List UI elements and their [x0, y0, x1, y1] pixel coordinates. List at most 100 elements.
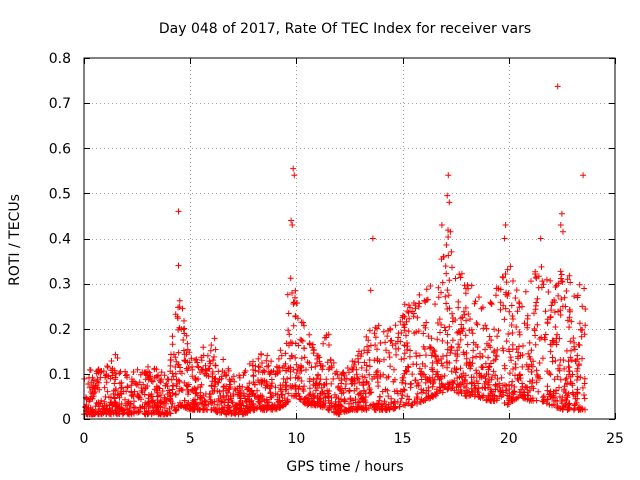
data-point — [514, 353, 521, 360]
data-point — [445, 234, 452, 240]
data-point — [469, 330, 476, 337]
data-point — [272, 371, 279, 378]
data-point — [259, 393, 266, 400]
data-point — [575, 341, 582, 348]
data-point — [358, 390, 365, 397]
data-point — [365, 347, 372, 354]
data-point — [297, 368, 304, 374]
data-point — [448, 248, 455, 255]
data-point — [539, 355, 546, 362]
data-point — [122, 402, 129, 409]
data-point — [461, 383, 468, 390]
data-point — [409, 371, 416, 378]
data-point — [284, 291, 291, 298]
data-point — [175, 262, 182, 269]
data-point — [572, 395, 579, 402]
data-point — [200, 392, 207, 399]
data-point — [572, 358, 579, 365]
data-point — [159, 388, 166, 394]
data-point — [401, 313, 408, 320]
data-point — [285, 327, 292, 334]
data-point — [207, 396, 214, 403]
data-point — [210, 357, 216, 364]
data-point — [254, 387, 261, 394]
data-point — [102, 374, 109, 381]
data-point — [497, 306, 504, 313]
data-point — [398, 395, 405, 402]
data-point — [458, 388, 465, 395]
data-point — [383, 374, 390, 381]
data-point — [557, 222, 564, 228]
data-point — [449, 310, 455, 317]
data-point — [261, 368, 268, 375]
y-tick-label: 0.6 — [49, 141, 71, 157]
y-tick-label: 0.3 — [49, 277, 71, 293]
data-point — [456, 329, 463, 335]
data-point — [315, 398, 322, 405]
data-point — [312, 402, 319, 409]
data-point — [455, 304, 462, 311]
data-point — [137, 371, 144, 378]
data-point — [483, 371, 490, 377]
data-point — [534, 295, 541, 302]
data-point — [242, 395, 249, 402]
data-point — [322, 394, 329, 401]
data-point — [97, 408, 104, 415]
data-point — [186, 359, 193, 366]
data-point — [205, 401, 212, 408]
data-point — [508, 322, 515, 328]
data-point — [536, 375, 543, 382]
data-point — [492, 372, 499, 379]
data-point — [434, 320, 441, 326]
data-point — [279, 391, 286, 398]
data-point — [443, 300, 450, 307]
data-point — [181, 317, 187, 324]
data-point — [387, 338, 394, 344]
data-point — [105, 408, 112, 415]
data-point — [289, 290, 295, 296]
data-point — [501, 235, 508, 242]
data-point — [436, 316, 443, 323]
data-point — [258, 350, 264, 357]
data-point — [415, 300, 422, 307]
data-point — [499, 387, 506, 394]
data-point — [246, 380, 253, 387]
data-point — [439, 362, 446, 369]
plot-frame — [83, 57, 616, 420]
data-point — [461, 282, 468, 289]
data-point — [409, 402, 416, 409]
data-point — [231, 410, 238, 417]
data-point — [519, 380, 526, 387]
data-point — [448, 368, 455, 375]
data-point — [198, 354, 205, 361]
data-point — [328, 400, 335, 407]
data-point — [432, 301, 438, 308]
data-point — [118, 391, 125, 398]
data-point — [112, 351, 119, 358]
data-point — [361, 388, 368, 395]
data-point — [567, 354, 574, 361]
data-point — [531, 310, 537, 317]
data-point — [439, 279, 446, 286]
data-point — [536, 336, 543, 342]
data-point — [86, 374, 92, 381]
data-point — [277, 388, 284, 395]
data-point — [156, 377, 163, 384]
data-point — [250, 358, 256, 365]
data-point — [275, 355, 282, 362]
data-point — [279, 365, 286, 371]
data-point — [163, 400, 169, 407]
data-point — [532, 341, 539, 348]
data-point — [230, 392, 237, 399]
data-point — [528, 278, 534, 285]
data-point — [287, 275, 294, 282]
data-point — [414, 380, 421, 386]
data-point — [421, 397, 428, 404]
data-point — [317, 376, 324, 383]
data-point — [366, 327, 373, 334]
data-point — [544, 319, 551, 326]
data-point — [259, 360, 265, 366]
data-point — [379, 403, 386, 410]
data-point — [226, 376, 233, 383]
data-point — [292, 340, 299, 347]
